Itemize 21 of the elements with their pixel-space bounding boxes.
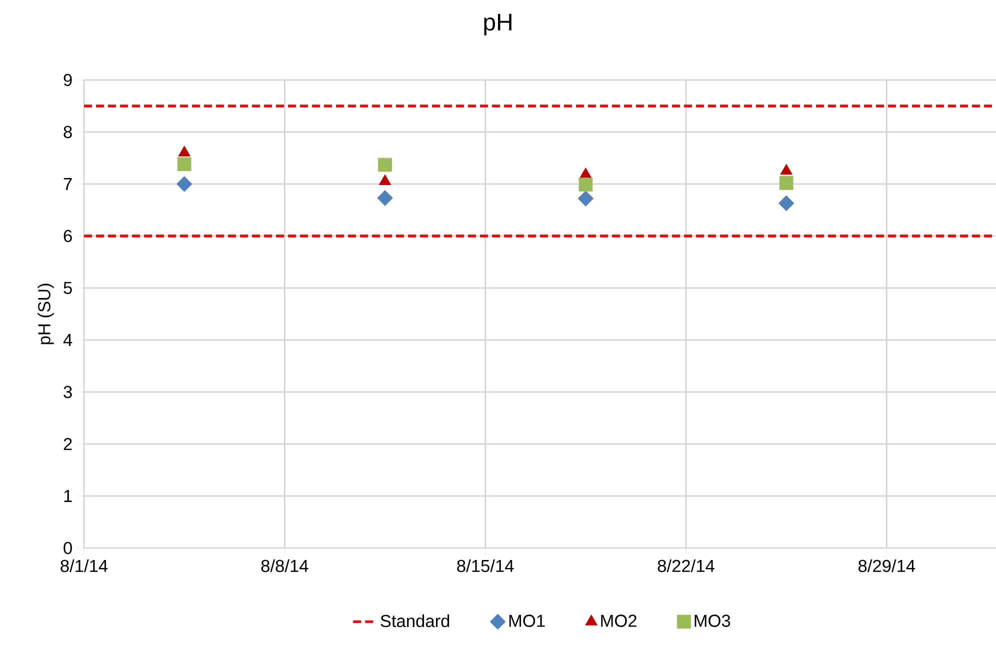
legend-label: MO3 xyxy=(694,614,730,627)
y-tick-label: 6 xyxy=(64,230,72,242)
y-tick-label: 8 xyxy=(64,126,72,138)
y-tick-label: 9 xyxy=(64,74,72,86)
x-tick-label: 8/15/14 xyxy=(457,559,514,572)
legend-label: MO1 xyxy=(509,614,545,627)
legend-label: MO2 xyxy=(601,614,636,627)
y-tick-label: 1 xyxy=(64,490,72,502)
x-tick-label: 8/1/14 xyxy=(60,559,108,572)
legend-label: Standard xyxy=(380,614,450,628)
y-tick-label: 7 xyxy=(64,178,72,190)
chart-title: pH xyxy=(484,14,512,36)
x-tick-label: 8/29/14 xyxy=(858,559,916,572)
y-tick-label: 3 xyxy=(64,386,72,398)
y-tick-label: 5 xyxy=(64,282,72,294)
y-tick-label: 0 xyxy=(64,542,72,554)
y-axis-title: pH (SU) xyxy=(38,284,54,344)
x-tick-label: 8/8/14 xyxy=(261,559,308,572)
x-tick-label: 8/22/14 xyxy=(658,559,714,572)
y-tick-label: 2 xyxy=(64,438,72,450)
y-tick-label: 4 xyxy=(63,334,72,346)
